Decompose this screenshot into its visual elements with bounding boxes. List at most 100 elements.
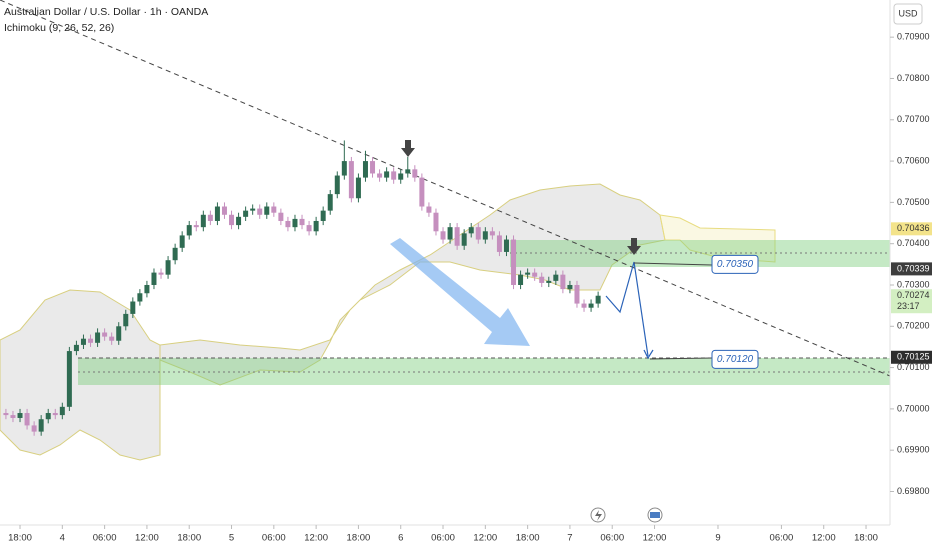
candle-body bbox=[221, 206, 227, 215]
projection-arrowhead bbox=[643, 349, 654, 360]
down-arrow bbox=[401, 140, 415, 157]
x-tick-label: 12:00 bbox=[304, 533, 328, 544]
y-tick-label: 0.70900 bbox=[897, 32, 930, 42]
price-tag bbox=[891, 222, 932, 236]
candle-body bbox=[109, 336, 115, 341]
candle-body bbox=[525, 272, 531, 275]
candle-body bbox=[405, 169, 411, 174]
candle-body bbox=[362, 161, 368, 178]
candle-body bbox=[123, 313, 129, 327]
candle-body bbox=[66, 351, 72, 407]
candle-body bbox=[355, 177, 361, 199]
candle-body bbox=[327, 194, 333, 211]
y-tick-label: 0.70200 bbox=[897, 321, 930, 331]
direction-arrow bbox=[390, 238, 530, 346]
candle-body bbox=[341, 161, 347, 176]
x-tick-label: 12:00 bbox=[135, 533, 159, 544]
candle-body bbox=[553, 274, 559, 281]
x-tick-label: 06:00 bbox=[431, 533, 455, 544]
candle-body bbox=[243, 210, 249, 217]
candle-body bbox=[539, 276, 545, 283]
x-tick-label: 18:00 bbox=[347, 533, 371, 544]
x-tick-label: 9 bbox=[715, 533, 720, 544]
y-tick-label: 0.70800 bbox=[897, 73, 930, 83]
x-tick-label: 18:00 bbox=[516, 533, 540, 544]
y-tick-label: 0.69800 bbox=[897, 486, 930, 496]
x-tick-label: 06:00 bbox=[93, 533, 117, 544]
x-tick-label: 6 bbox=[398, 533, 403, 544]
candle-body bbox=[80, 338, 86, 345]
candle-body bbox=[440, 231, 446, 240]
candle-body bbox=[511, 239, 517, 285]
currency-box[interactable] bbox=[893, 3, 923, 25]
candle-body bbox=[158, 272, 164, 275]
candle-body bbox=[595, 295, 601, 304]
candle-body bbox=[59, 406, 65, 416]
x-tick-label: 12:00 bbox=[473, 533, 497, 544]
candle-body bbox=[3, 413, 9, 416]
y-tick-label: 0.70300 bbox=[897, 279, 930, 289]
candle-body bbox=[214, 206, 220, 221]
y-tick-label: 0.70400 bbox=[897, 238, 930, 248]
candle-body bbox=[271, 206, 277, 213]
x-tick-label: 7 bbox=[567, 533, 572, 544]
candle-body bbox=[24, 413, 30, 426]
projection-path bbox=[605, 261, 649, 357]
candle-body bbox=[581, 303, 587, 308]
candle-body bbox=[193, 225, 199, 228]
candle-body bbox=[137, 293, 143, 302]
candle-body bbox=[10, 415, 16, 418]
candle-body bbox=[229, 214, 235, 226]
candle-body bbox=[426, 206, 432, 213]
candle-body bbox=[532, 272, 538, 277]
y-tick-label: 0.70700 bbox=[897, 114, 930, 124]
candle-body bbox=[560, 274, 566, 290]
candle-body bbox=[433, 212, 439, 232]
candle-body bbox=[546, 280, 552, 283]
candle-body bbox=[461, 233, 467, 246]
candle-body bbox=[482, 231, 488, 240]
x-tick-label: 18:00 bbox=[177, 533, 201, 544]
candle-body bbox=[518, 274, 524, 285]
candle-body bbox=[45, 413, 51, 420]
candle-body bbox=[236, 216, 242, 226]
candle-body bbox=[306, 225, 312, 232]
candle-body bbox=[130, 301, 136, 314]
candle-body bbox=[186, 225, 192, 236]
currency: USD bbox=[898, 8, 918, 18]
event-icon-glyph bbox=[595, 510, 602, 521]
callout-line bbox=[649, 357, 713, 360]
candle-body bbox=[447, 227, 453, 240]
candle-body bbox=[454, 227, 460, 246]
candle-body bbox=[172, 247, 178, 261]
candle-body bbox=[52, 413, 58, 416]
candle-body bbox=[151, 272, 157, 285]
x-tick-label: 06:00 bbox=[262, 533, 286, 544]
price-tag bbox=[891, 289, 932, 314]
price-tag-label: 0.70274 bbox=[897, 290, 930, 300]
candle-body bbox=[313, 220, 319, 232]
x-tick-label: 12:00 bbox=[643, 533, 667, 544]
x-tick-label: 5 bbox=[229, 533, 234, 544]
price-callout bbox=[711, 349, 759, 369]
price-callout bbox=[711, 254, 759, 274]
candle-body bbox=[348, 161, 354, 199]
y-tick-label: 0.70500 bbox=[897, 197, 930, 207]
candle-body bbox=[377, 173, 383, 178]
candle-body bbox=[95, 332, 101, 343]
candle-body bbox=[574, 284, 580, 304]
candle-body bbox=[475, 227, 481, 240]
candle-body bbox=[31, 425, 37, 432]
price-callout-label: 0.70120 bbox=[717, 354, 754, 365]
candle-body bbox=[384, 171, 390, 178]
candle-body bbox=[320, 210, 326, 221]
y-tick-label: 0.70000 bbox=[897, 403, 930, 413]
price-tag bbox=[891, 350, 932, 364]
candle-body bbox=[370, 161, 376, 174]
candles bbox=[3, 140, 601, 436]
x-tick-label: 06:00 bbox=[770, 533, 794, 544]
bar-countdown: 23:17 bbox=[897, 301, 920, 311]
price-callout-label: 0.70350 bbox=[717, 259, 754, 270]
y-tick-label: 0.69900 bbox=[897, 445, 930, 455]
